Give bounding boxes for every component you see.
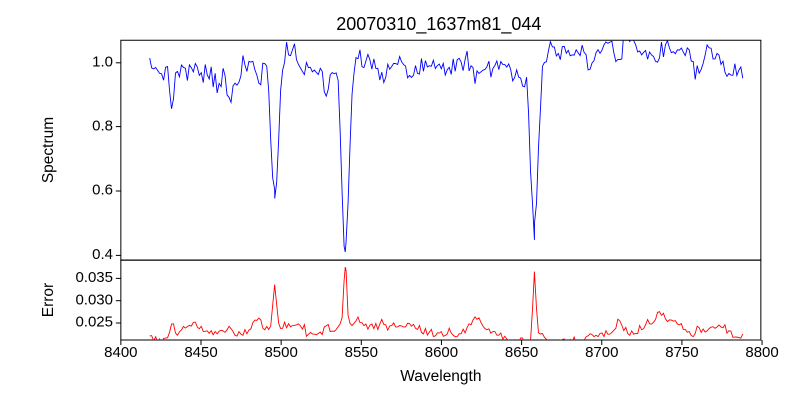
svg-text:Error: Error xyxy=(40,283,57,317)
svg-text:0.030: 0.030 xyxy=(75,291,113,308)
svg-text:0.035: 0.035 xyxy=(75,269,113,286)
svg-text:8500: 8500 xyxy=(264,344,297,361)
svg-text:8700: 8700 xyxy=(585,344,618,361)
svg-text:0.8: 0.8 xyxy=(92,117,113,134)
svg-text:0.6: 0.6 xyxy=(92,182,113,199)
svg-text:8650: 8650 xyxy=(505,344,538,361)
svg-text:8550: 8550 xyxy=(345,344,378,361)
svg-text:8800: 8800 xyxy=(745,344,778,361)
svg-text:Wavelength: Wavelength xyxy=(400,368,481,385)
svg-text:8400: 8400 xyxy=(104,344,137,361)
svg-text:0.4: 0.4 xyxy=(92,246,113,263)
svg-text:20070310_1637m81_044: 20070310_1637m81_044 xyxy=(336,14,541,35)
svg-text:Spectrum: Spectrum xyxy=(40,117,57,183)
svg-text:1.0: 1.0 xyxy=(92,54,113,71)
svg-text:8600: 8600 xyxy=(425,344,458,361)
svg-text:8450: 8450 xyxy=(184,344,217,361)
svg-text:8750: 8750 xyxy=(665,344,698,361)
svg-text:0.025: 0.025 xyxy=(75,314,113,331)
